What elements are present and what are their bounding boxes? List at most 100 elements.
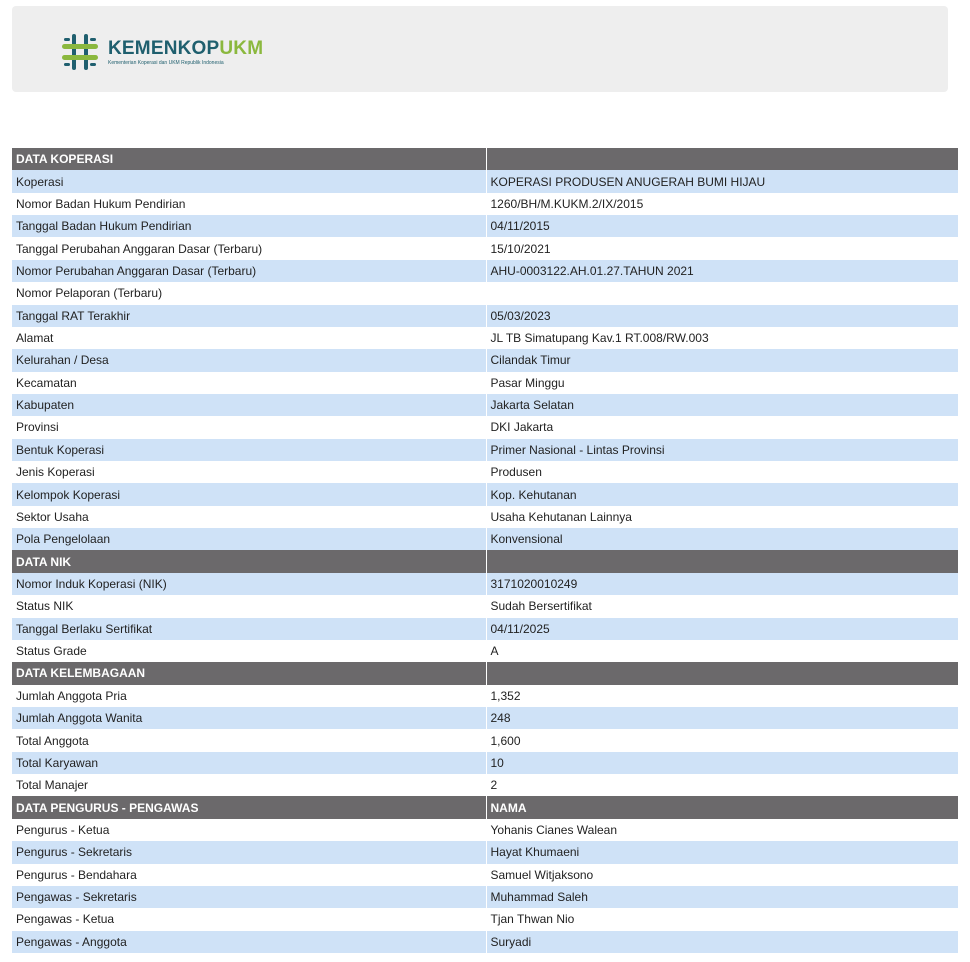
table-row: Jenis Koperasi Produsen	[12, 461, 959, 484]
field-value: Usaha Kehutanan Lainnya	[486, 505, 959, 529]
field-value: KOPERASI PRODUSEN ANUGERAH BUMI HIJAU	[486, 170, 959, 193]
field-value: Pasar Minggu	[486, 371, 959, 394]
section-header-row: DATA KOPERASI	[12, 148, 959, 171]
table-row: Kelompok Koperasi Kop. Kehutanan	[12, 483, 959, 506]
field-value: 2	[486, 774, 959, 797]
table-row: Koperasi KOPERASI PRODUSEN ANUGERAH BUMI …	[12, 170, 959, 193]
section-header-row: DATA NIK	[12, 550, 959, 573]
field-value: 248	[486, 706, 959, 730]
field-value	[486, 282, 959, 305]
field-label: Bentuk Koperasi	[12, 438, 487, 462]
field-value: Tjan Thwan Nio	[486, 908, 959, 931]
field-label: Pengawas - Sekretaris	[12, 885, 487, 909]
logo-hash-icon	[62, 34, 98, 70]
field-label: Tanggal Berlaku Sertifikat	[12, 617, 487, 640]
field-label: Kelurahan / Desa	[12, 349, 487, 372]
field-label: Pengawas - Anggota	[12, 930, 487, 953]
field-value: Cilandak Timur	[486, 349, 959, 372]
field-value: 1,352	[486, 684, 959, 707]
section-title: DATA PENGURUS - PENGAWAS	[12, 796, 487, 819]
table-row: Pengurus - Sekretaris Hayat Khumaeni	[12, 841, 959, 864]
field-value: 05/03/2023	[486, 304, 959, 327]
field-label: Pengurus - Bendahara	[12, 863, 487, 886]
field-label: Provinsi	[12, 416, 487, 439]
field-value: Jakarta Selatan	[486, 393, 959, 417]
cooperative-data-table: DATA KOPERASI Koperasi KOPERASI PRODUSEN A…	[12, 148, 959, 953]
kemenkopukm-logo[interactable]: KEMENKOPUKM Kementerian Koperasi dan UKM…	[60, 32, 263, 72]
section-title: DATA KELEMBAGAAN	[12, 662, 487, 685]
table-row: Kabupaten Jakarta Selatan	[12, 393, 959, 417]
table-row: Pengawas - Anggota Suryadi	[12, 930, 959, 953]
field-value: Hayat Khumaeni	[486, 841, 959, 864]
table-row: Tanggal Badan Hukum Pendirian 04/11/2015	[12, 215, 959, 238]
field-value: 04/11/2015	[486, 215, 959, 238]
field-label: Alamat	[12, 326, 487, 350]
table-row: Status Grade A	[12, 639, 959, 663]
section-title: DATA KOPERASI	[12, 148, 487, 171]
section-column-header	[486, 148, 959, 171]
field-value: DKI Jakarta	[486, 416, 959, 439]
field-label: Jumlah Anggota Wanita	[12, 706, 487, 730]
field-label: Status NIK	[12, 595, 487, 618]
field-value: Samuel Witjaksono	[486, 863, 959, 886]
field-value: Yohanis Cianes Walean	[486, 818, 959, 842]
field-label: Pengawas - Ketua	[12, 908, 487, 931]
field-value: JL TB Simatupang Kav.1 RT.008/RW.003	[486, 326, 959, 350]
table-row: Sektor Usaha Usaha Kehutanan Lainnya	[12, 505, 959, 529]
table-row: Bentuk Koperasi Primer Nasional - Lintas …	[12, 438, 959, 462]
table-row: Status NIK Sudah Bersertifikat	[12, 595, 959, 618]
field-label: Total Manajer	[12, 774, 487, 797]
field-label: Koperasi	[12, 170, 487, 193]
table-row: Alamat JL TB Simatupang Kav.1 RT.008/RW.0…	[12, 326, 959, 350]
field-label: Jenis Koperasi	[12, 461, 487, 484]
section-header-row: DATA KELEMBAGAAN	[12, 662, 959, 685]
table-row: Kecamatan Pasar Minggu	[12, 371, 959, 394]
field-label: Sektor Usaha	[12, 505, 487, 529]
table-row: Provinsi DKI Jakarta	[12, 416, 959, 439]
field-label: Nomor Perubahan Anggaran Dasar (Terbaru)	[12, 259, 487, 283]
field-label: Total Anggota	[12, 729, 487, 752]
table-row: Tanggal Perubahan Anggaran Dasar (Terbar…	[12, 237, 959, 260]
field-label: Pengurus - Sekretaris	[12, 841, 487, 864]
field-value: Muhammad Saleh	[486, 885, 959, 909]
table-row: Total Manajer 2	[12, 774, 959, 797]
field-value: Produsen	[486, 461, 959, 484]
field-value: A	[486, 639, 959, 663]
section-column-header	[486, 550, 959, 573]
page-header: KEMENKOPUKM Kementerian Koperasi dan UKM…	[12, 6, 948, 92]
field-label: Nomor Pelaporan (Terbaru)	[12, 282, 487, 305]
field-label: Jumlah Anggota Pria	[12, 684, 487, 707]
field-value: 1,600	[486, 729, 959, 752]
table-row: Jumlah Anggota Wanita 248	[12, 706, 959, 730]
field-label: Tanggal RAT Terakhir	[12, 304, 487, 327]
table-row: Nomor Badan Hukum Pendirian 1260/BH/M.KUK…	[12, 192, 959, 216]
field-value: Primer Nasional - Lintas Provinsi	[486, 438, 959, 462]
field-label: Nomor Badan Hukum Pendirian	[12, 192, 487, 216]
field-label: Kecamatan	[12, 371, 487, 394]
table-row: Pengawas - Ketua Tjan Thwan Nio	[12, 908, 959, 931]
table-row: Kelurahan / Desa Cilandak Timur	[12, 349, 959, 372]
table-row: Pengurus - Bendahara Samuel Witjaksono	[12, 863, 959, 886]
section-title: DATA NIK	[12, 550, 487, 573]
field-value: AHU-0003122.AH.01.27.TAHUN 2021	[486, 259, 959, 283]
field-label: Kelompok Koperasi	[12, 483, 487, 506]
field-label: Pola Pengelolaan	[12, 528, 487, 551]
field-label: Tanggal Perubahan Anggaran Dasar (Terbar…	[12, 237, 487, 260]
field-value: 10	[486, 751, 959, 775]
table-row: Nomor Induk Koperasi (NIK) 3171020010249	[12, 572, 959, 596]
table-row: Jumlah Anggota Pria 1,352	[12, 684, 959, 707]
field-value: 3171020010249	[486, 572, 959, 596]
table-row: Nomor Perubahan Anggaran Dasar (Terbaru)…	[12, 259, 959, 283]
table-row: Tanggal Berlaku Sertifikat 04/11/2025	[12, 617, 959, 640]
field-value: 1260/BH/M.KUKM.2/IX/2015	[486, 192, 959, 216]
table-row: Pengawas - Sekretaris Muhammad Saleh	[12, 885, 959, 909]
field-label: Pengurus - Ketua	[12, 818, 487, 842]
table-row: Total Karyawan 10	[12, 751, 959, 775]
logo-subtitle: Kementerian Koperasi dan UKM Republik In…	[108, 59, 224, 66]
field-label: Kabupaten	[12, 393, 487, 417]
table-row: Tanggal RAT Terakhir 05/03/2023	[12, 304, 959, 327]
field-value: Sudah Bersertifikat	[486, 595, 959, 618]
table-row: Pola Pengelolaan Konvensional	[12, 528, 959, 551]
field-value: Konvensional	[486, 528, 959, 551]
field-value: Kop. Kehutanan	[486, 483, 959, 506]
